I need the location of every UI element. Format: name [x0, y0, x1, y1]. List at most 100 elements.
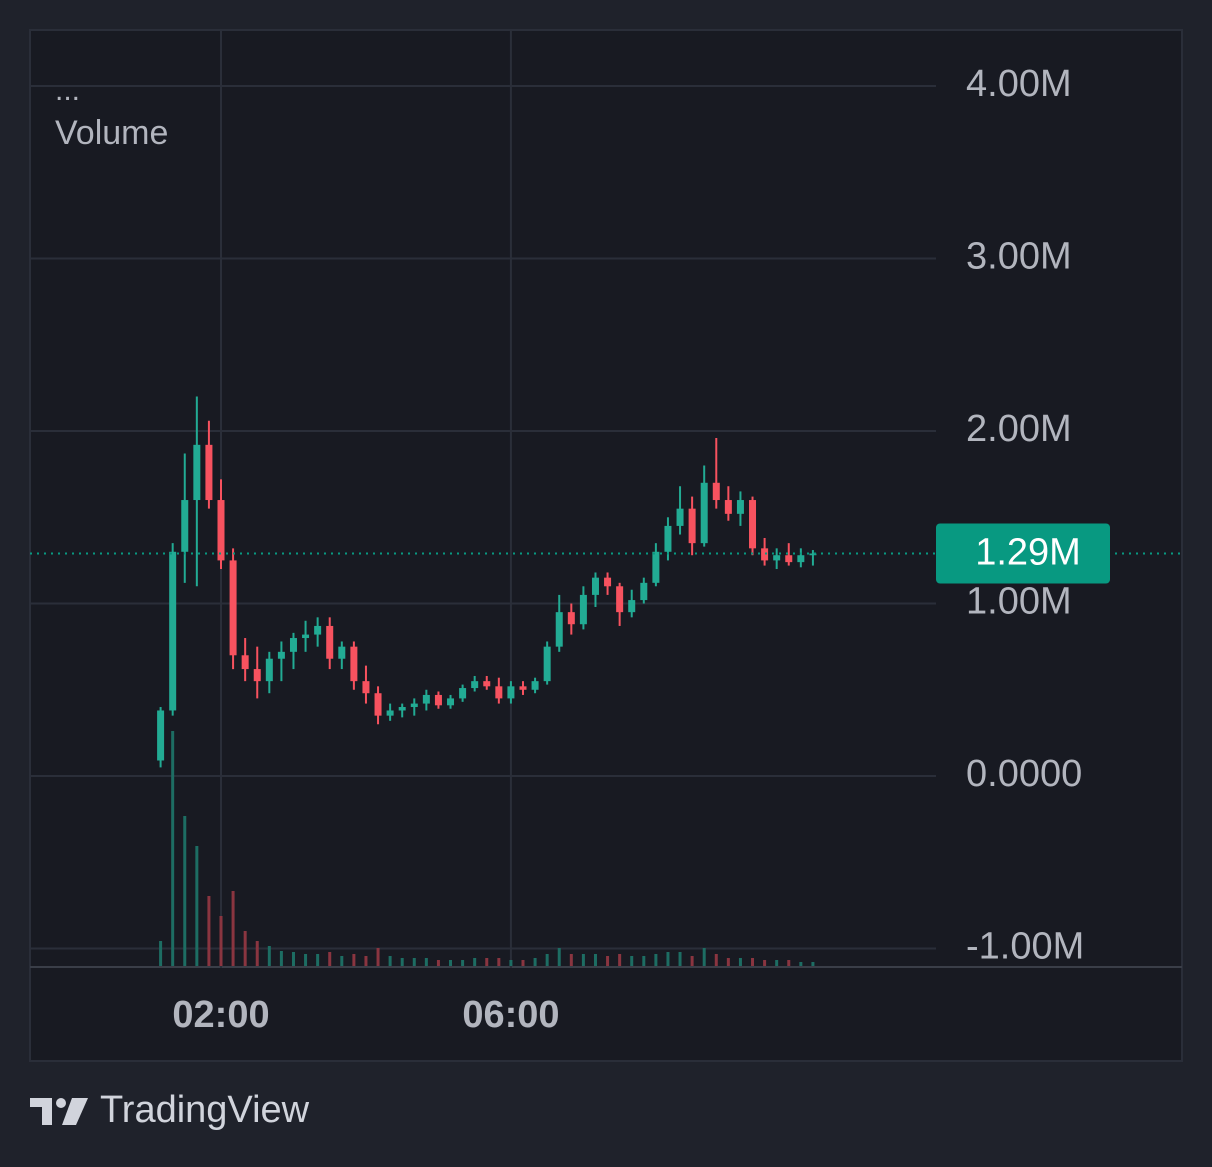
- volume-bar: [412, 958, 416, 966]
- candle-body: [289, 638, 297, 652]
- candle-body: [193, 444, 201, 501]
- volume-bar: [545, 954, 549, 966]
- volume-bar: [509, 960, 513, 966]
- y-tick-label: 2.00M: [966, 408, 1072, 450]
- candle-body: [471, 681, 479, 689]
- candle-body: [664, 525, 672, 552]
- volume-bar: [799, 962, 803, 966]
- volume-bar: [461, 960, 465, 966]
- candle-body: [700, 482, 708, 544]
- logo-part: [56, 1098, 66, 1108]
- volume-bar: [219, 916, 223, 966]
- candle-body: [241, 655, 249, 670]
- logo-part: [30, 1098, 52, 1125]
- volume-bar: [666, 952, 670, 966]
- volume-bar: [352, 954, 356, 966]
- volume-bar: [424, 958, 428, 966]
- y-tick-label: 1.00M: [966, 581, 1072, 623]
- candle-body: [277, 651, 285, 659]
- candle-body: [410, 703, 418, 708]
- candle-body: [253, 669, 261, 682]
- last-price-box: [936, 523, 1110, 584]
- candle-body: [688, 508, 696, 544]
- volume-bar: [231, 891, 235, 966]
- candle-body: [579, 594, 587, 625]
- volume-bar: [255, 941, 259, 966]
- volume-bar: [473, 958, 477, 966]
- labels: 4.00M 3.00M 2.00M 1.00M 0.0000 -1.00M 02:00 06:…: [30, 63, 1182, 1036]
- logo-part: [62, 1098, 88, 1125]
- volume-bar: [569, 954, 573, 966]
- volume-pane: [159, 731, 815, 966]
- volume-bar: [267, 946, 271, 966]
- volume-bar: [243, 931, 247, 966]
- volume-bar: [291, 952, 295, 966]
- volume-bar: [642, 956, 646, 966]
- volume-bar: [630, 956, 634, 966]
- candle-body: [302, 634, 310, 639]
- candle-body: [567, 612, 575, 625]
- volume-bar: [702, 948, 706, 966]
- candles: [157, 396, 817, 768]
- volume-bar: [678, 952, 682, 966]
- candle-body: [531, 681, 539, 690]
- candle-body: [326, 625, 334, 659]
- candle-body: [543, 646, 551, 682]
- volume-bar: [714, 954, 718, 966]
- volume-bar: [593, 954, 597, 966]
- candle-body: [181, 500, 189, 552]
- indicator-menu[interactable]: ...: [55, 74, 80, 107]
- volume-bar: [533, 958, 537, 966]
- candle-body: [386, 710, 394, 716]
- volume-bar: [183, 816, 187, 966]
- volume-bar: [316, 954, 320, 966]
- candle-body: [519, 686, 527, 690]
- x-tick-label: 02:00: [172, 994, 269, 1036]
- candle-body: [422, 694, 430, 704]
- volume-bar: [340, 956, 344, 966]
- y-tick-label: 3.00M: [966, 236, 1072, 278]
- candle-body: [797, 555, 805, 563]
- candle-body: [398, 707, 406, 711]
- candle-body: [604, 577, 612, 587]
- candle-body: [712, 482, 720, 501]
- volume-bar: [787, 960, 791, 966]
- candle-body: [229, 560, 237, 656]
- candle-body: [205, 444, 213, 501]
- candle-body: [616, 586, 624, 613]
- candle-body: [652, 551, 660, 583]
- volume-bar: [811, 962, 815, 966]
- volume-bar: [279, 951, 283, 966]
- volume-bar: [763, 960, 767, 966]
- y-tick-label: 0.0000: [966, 753, 1082, 795]
- grid: [30, 30, 936, 968]
- candle-body: [217, 500, 225, 561]
- candle-body: [773, 555, 781, 561]
- candle-body: [749, 500, 757, 549]
- volume-bar: [581, 954, 585, 966]
- candle-body: [809, 553, 817, 556]
- candle-body: [338, 646, 346, 659]
- volume-bar: [436, 960, 440, 966]
- candle-body: [362, 681, 370, 694]
- candle-body: [736, 500, 744, 514]
- candle-body: [314, 625, 322, 635]
- y-tick-label: -1.00M: [966, 926, 1084, 968]
- volume-bar: [376, 948, 380, 966]
- volume-bar: [171, 731, 175, 966]
- volume-bar: [775, 960, 779, 966]
- volume-bar: [751, 958, 755, 966]
- volume-bar: [738, 958, 742, 966]
- volume-bar: [485, 958, 489, 966]
- candle-body: [555, 612, 563, 647]
- volume-bar: [557, 948, 561, 966]
- volume-bar: [497, 958, 501, 966]
- candle-body: [640, 582, 648, 601]
- candle-body: [157, 710, 165, 761]
- volume-bar: [521, 960, 525, 966]
- volume-bar: [400, 958, 404, 966]
- candle-body: [507, 686, 515, 699]
- candle-body: [628, 600, 636, 613]
